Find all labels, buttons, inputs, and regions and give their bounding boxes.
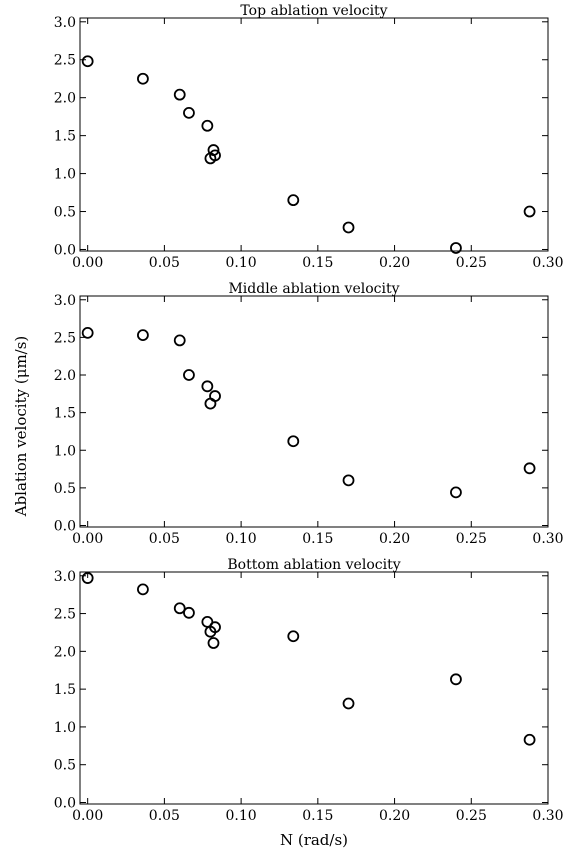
middle-x-tick-label: 0.30 [532,531,563,547]
top-y-tick-label: 0.5 [54,205,76,221]
middle-data-point [173,334,186,347]
top-data-point [201,119,214,132]
middle-plot-frame [79,295,549,528]
top-x-tick-label: 0.25 [456,255,487,271]
top-x-tick-label: 0.10 [226,255,257,271]
top-data-point [137,72,149,85]
bottom-y-tick-label: 0.5 [54,758,76,774]
top-panel-title: Top ablation velocity [240,3,387,19]
bottom-y-tick-label: 3.0 [54,569,76,585]
top-x-tick-label: 0.05 [149,255,180,271]
top-y-tick-label: 2.0 [54,91,76,107]
middle-y-tick-label: 2.5 [54,330,76,346]
top-x-tick-label: 0.20 [379,255,410,271]
top-x-tick-label: 0.15 [302,255,333,271]
top-panel: Top ablation velocity 0.00 0.05 0.10 0.15 0.2… [54,3,564,271]
top-plot-frame [79,17,549,252]
top-data-point [207,144,220,156]
bottom-y-tick-label: 2.0 [54,644,76,660]
middle-panel: Middle ablation velocity 0.00 0.05 0.10 0.15… [54,281,564,547]
top-data-point [183,106,195,119]
bottom-panel: Bottom ablation velocity 0.00 0.05 0.10 0.15… [54,557,564,824]
bottom-y-tick-label: 2.5 [54,607,76,623]
middle-y-tick-label: 0.5 [54,481,76,497]
top-data-point [287,194,300,207]
bottom-data-point [137,583,149,596]
middle-data-point [183,369,195,381]
middle-y-tick-label: 1.0 [54,443,76,459]
middle-x-tick-label: 0.10 [226,531,257,547]
top-data-point [450,242,462,254]
top-x-tick-label: 0.00 [72,255,103,271]
top-data-point [523,205,536,218]
panels: Top ablation velocity 0.00 0.05 0.10 0.15 0.2… [54,3,564,824]
bottom-plot-frame [79,571,549,805]
bottom-x-tick-label: 0.25 [456,808,487,824]
middle-data-point [342,474,355,487]
bottom-panel-title: Bottom ablation velocity [227,557,400,573]
bottom-data-point [207,637,220,649]
middle-data-point [137,329,149,342]
top-x-tick-label: 0.30 [532,255,563,271]
bottom-x-tick-label: 0.10 [226,808,257,824]
bottom-data-point [450,673,462,686]
middle-y-tick-label: 1.5 [54,406,76,422]
middle-panel-title: Middle ablation velocity [228,281,399,297]
bottom-x-tick-label: 0.00 [72,808,103,824]
middle-x-tick-label: 0.15 [302,531,333,547]
bottom-y-tick-label: 1.0 [54,720,76,736]
top-y-tick-label: 2.5 [54,53,76,69]
top-y-tick-label: 1.5 [54,129,76,145]
top-y-tick-label: 1.0 [54,167,76,183]
middle-data-point [450,486,462,499]
middle-data-point [81,326,94,339]
bottom-data-point [183,606,195,619]
bottom-y-tick-label: 1.5 [54,682,76,698]
middle-y-tick-label: 2.0 [54,368,76,384]
bottom-x-tick-label: 0.15 [302,808,333,824]
bottom-data-point [173,602,186,615]
middle-data-point [209,390,221,402]
middle-x-tick-label: 0.20 [379,531,410,547]
top-data-point [81,55,94,68]
shared-x-axis-label: N (rad/s) [280,831,348,849]
middle-data-point [287,435,300,448]
middle-x-tick-label: 0.05 [149,531,180,547]
middle-y-tick-label: 0.0 [54,518,76,534]
middle-x-tick-label: 0.25 [456,531,487,547]
top-data-point [173,88,186,101]
bottom-y-tick-label: 0.0 [54,795,76,811]
middle-data-point [523,462,536,475]
bottom-x-tick-label: 0.05 [149,808,180,824]
top-data-point [209,149,221,162]
middle-y-tick-label: 3.0 [54,293,76,309]
bottom-data-point [342,697,355,710]
bottom-x-tick-label: 0.20 [379,808,410,824]
bottom-data-point [209,621,221,634]
bottom-x-tick-label: 0.30 [532,808,563,824]
bottom-data-point [287,630,300,643]
bottom-data-point [523,733,536,746]
top-y-tick-label: 3.0 [54,15,76,31]
shared-y-axis-label: Ablation velocity (μm/s) [12,336,30,518]
top-data-point [342,221,355,234]
top-y-tick-label: 0.0 [54,242,76,258]
bottom-data-point [81,572,94,584]
middle-x-tick-label: 0.00 [72,531,103,547]
middle-data-point [201,380,214,393]
